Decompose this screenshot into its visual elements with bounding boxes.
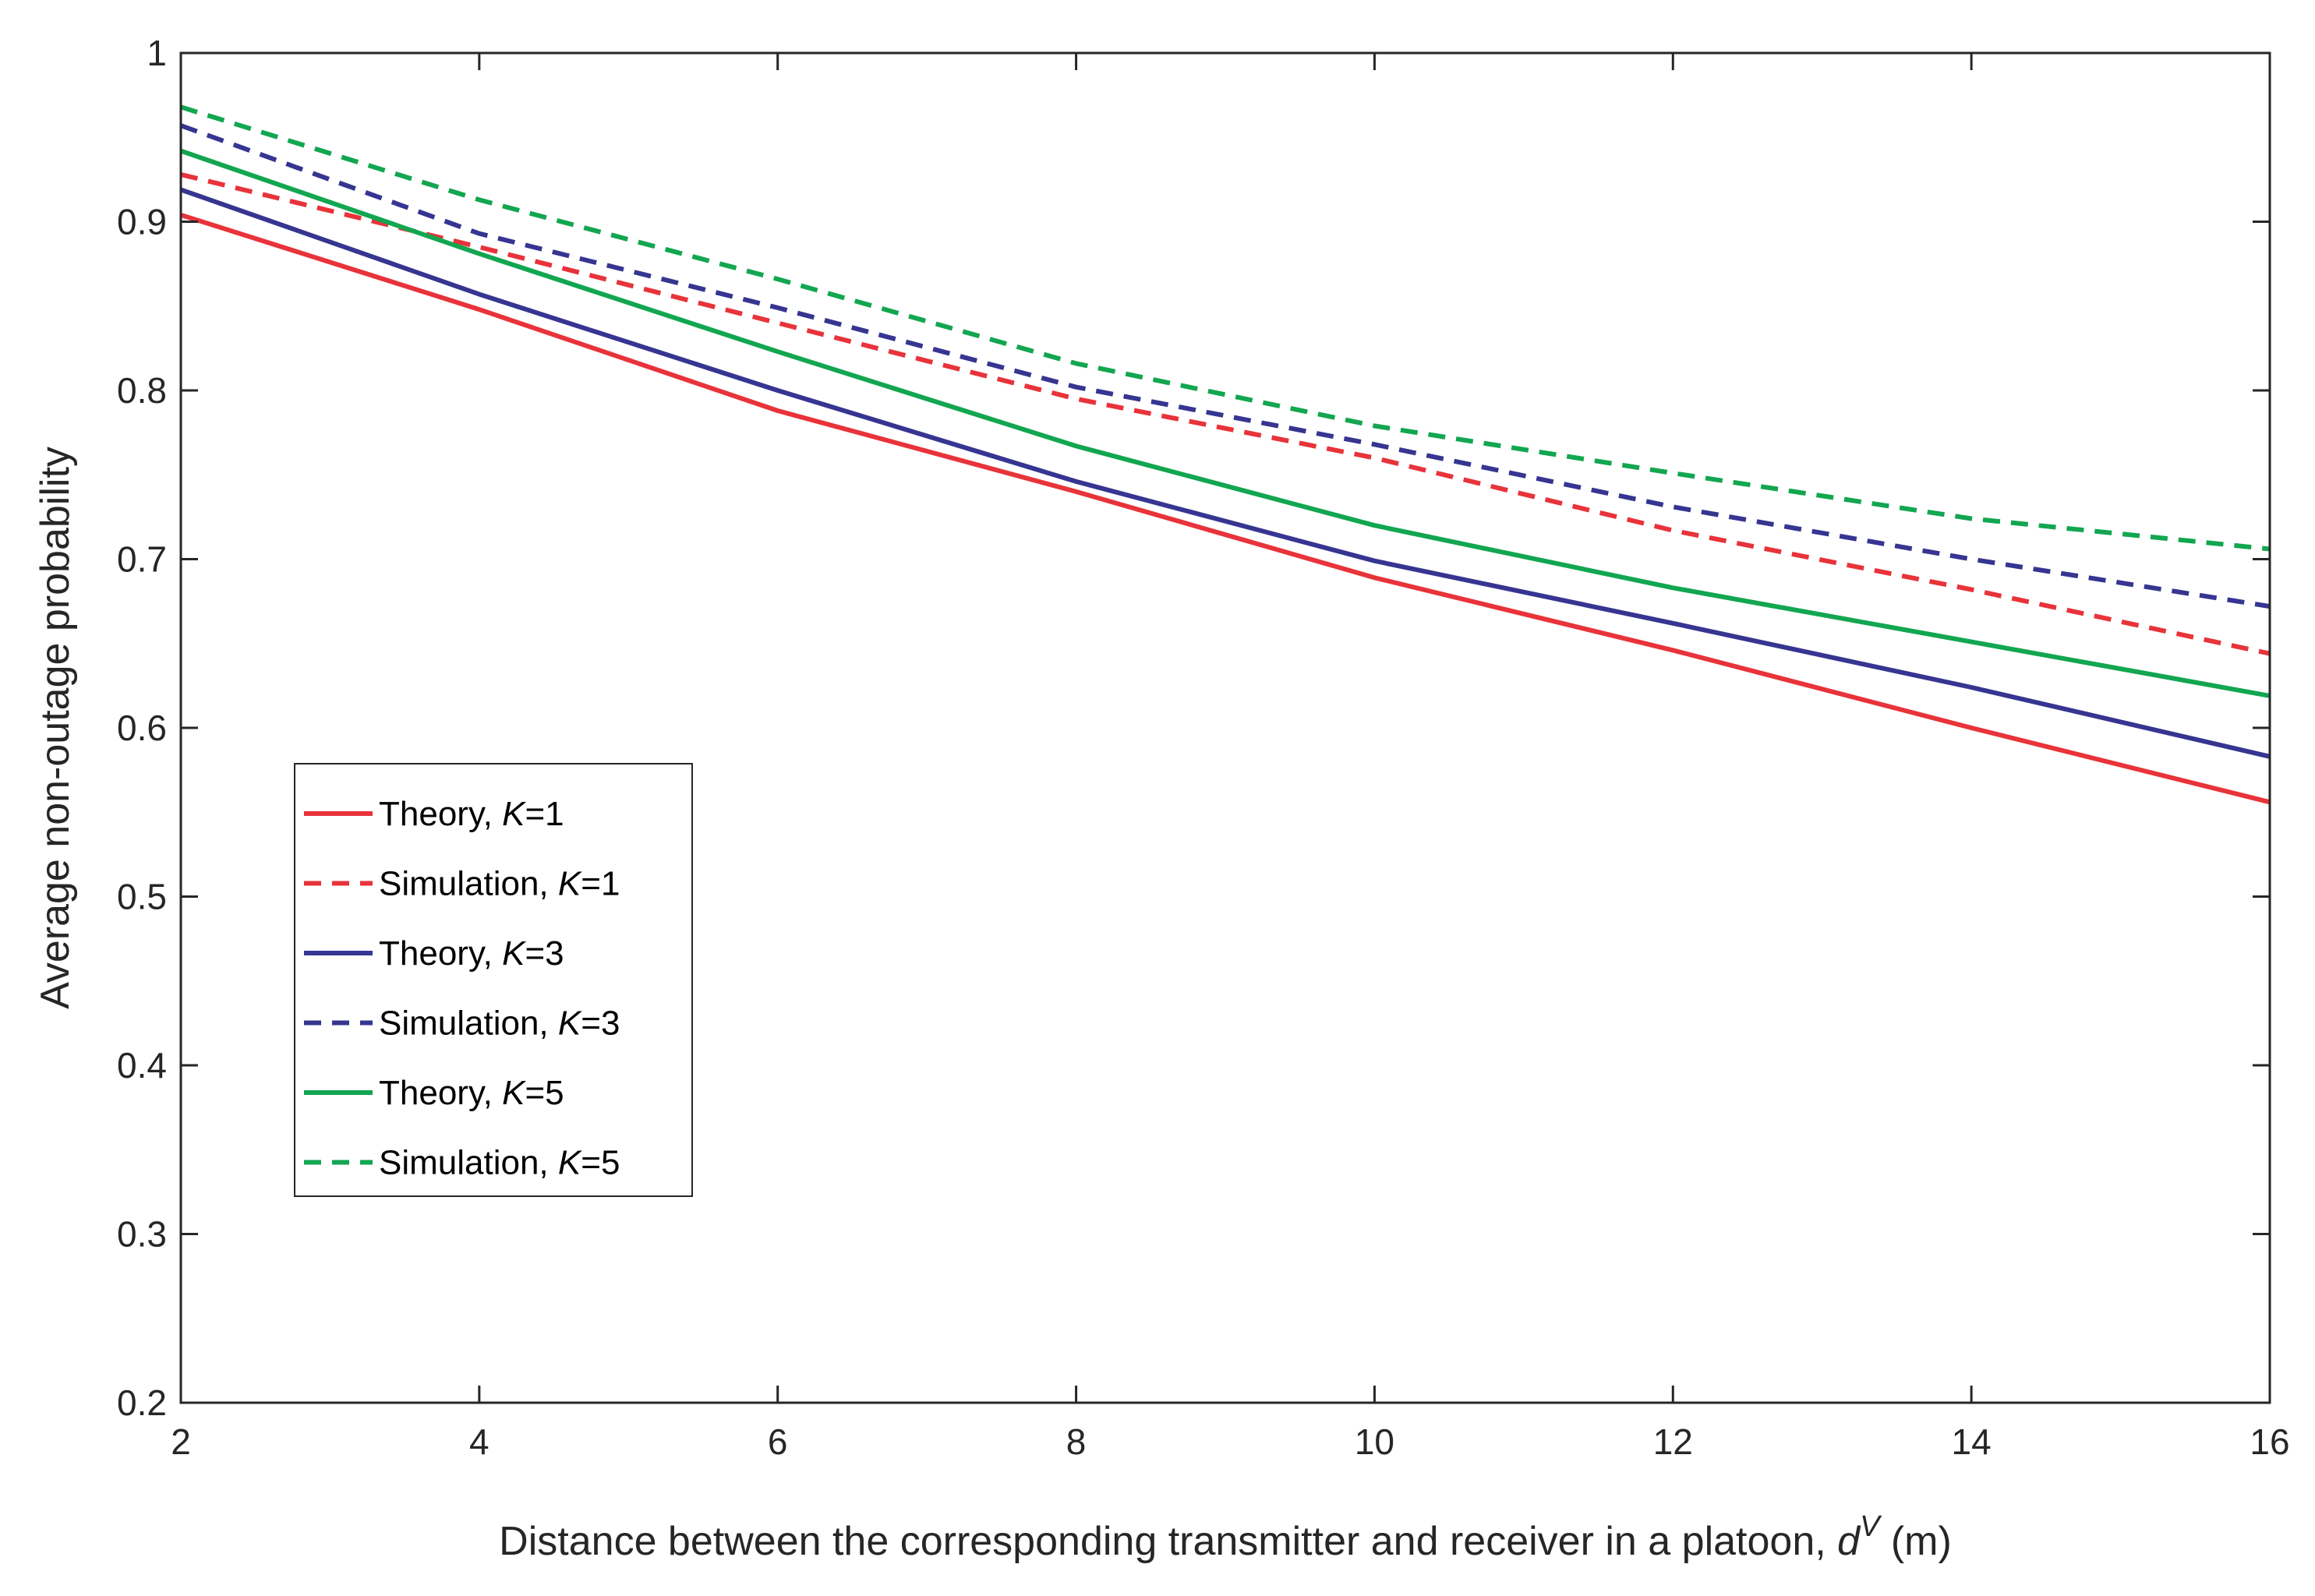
legend-item: Theory, K=3 [304, 934, 564, 973]
x-axis-label-suffix: (m) [1879, 1519, 1951, 1564]
y-axis-label: Average non-outage probability [33, 447, 78, 1009]
legend-label: Theory, K=3 [379, 934, 564, 973]
y-tick-label: 0.2 [117, 1382, 167, 1423]
series-line-1 [180, 212, 2271, 805]
x-tick-label: 2 [171, 1421, 191, 1462]
legend-item: Simulation, K=3 [304, 1005, 620, 1043]
legend-label: Simulation, K=5 [379, 1144, 620, 1182]
x-axis-label: Distance between the corresponding trans… [499, 1510, 1952, 1564]
x-tick-label: 16 [2250, 1421, 2289, 1462]
y-tick-label: 0.9 [117, 202, 167, 242]
legend-item: Theory, K=5 [304, 1074, 564, 1112]
legend-item: Theory, K=1 [304, 795, 564, 833]
y-tick-label: 0.6 [117, 708, 167, 748]
legend-items: Theory, K=1 Simulation, K=1 Theory, K=3 Sim… [304, 795, 620, 1182]
x-axis-label-prefix: Distance between the corresponding trans… [499, 1519, 1837, 1564]
y-tick-label: 1 [147, 33, 167, 73]
legend-item: Simulation, K=5 [304, 1144, 620, 1182]
series-line-6 [180, 104, 2271, 552]
x-tick-label: 10 [1355, 1421, 1394, 1462]
y-tick-label: 0.7 [117, 539, 167, 580]
legend-label: Theory, K=1 [379, 795, 564, 833]
x-tick-label: 12 [1653, 1421, 1693, 1462]
series-line-3 [180, 187, 2271, 759]
y-tick-label: 0.4 [117, 1045, 167, 1086]
legend-label: Theory, K=5 [379, 1074, 564, 1112]
y-tick-label: 0.8 [117, 370, 167, 411]
legend-label: Simulation, K=3 [379, 1005, 620, 1043]
legend-item: Simulation, K=1 [304, 865, 620, 903]
legend: Theory, K=1 Simulation, K=1 Theory, K=3 Sim… [294, 763, 693, 1197]
x-axis-label-symbol: d [1837, 1519, 1861, 1564]
legend-box [294, 763, 693, 1197]
plot-frame [179, 51, 2271, 1404]
y-tick-label: 0.5 [117, 877, 167, 917]
series-line-4 [179, 123, 2271, 609]
x-tick-label: 4 [469, 1421, 490, 1462]
y-tick-label: 0.3 [117, 1214, 167, 1255]
series-layer [179, 104, 2271, 805]
series-line-5 [180, 148, 2271, 698]
y-axis-label-group: Average non-outage probability [33, 447, 78, 1009]
x-tick-label: 8 [1066, 1421, 1087, 1462]
axis-ticks: 2 4 6 8 10 12 14 16 0.2 0.3 0.4 0.5 0.6 0.7 0.8 0.9 1 [117, 33, 2290, 1462]
x-axis-label-superscript: V [1860, 1510, 1882, 1543]
x-tick-label: 14 [1952, 1421, 1992, 1462]
series-line-2 [180, 171, 2271, 656]
legend-label: Simulation, K=1 [379, 865, 620, 903]
x-tick-label: 6 [768, 1421, 788, 1462]
